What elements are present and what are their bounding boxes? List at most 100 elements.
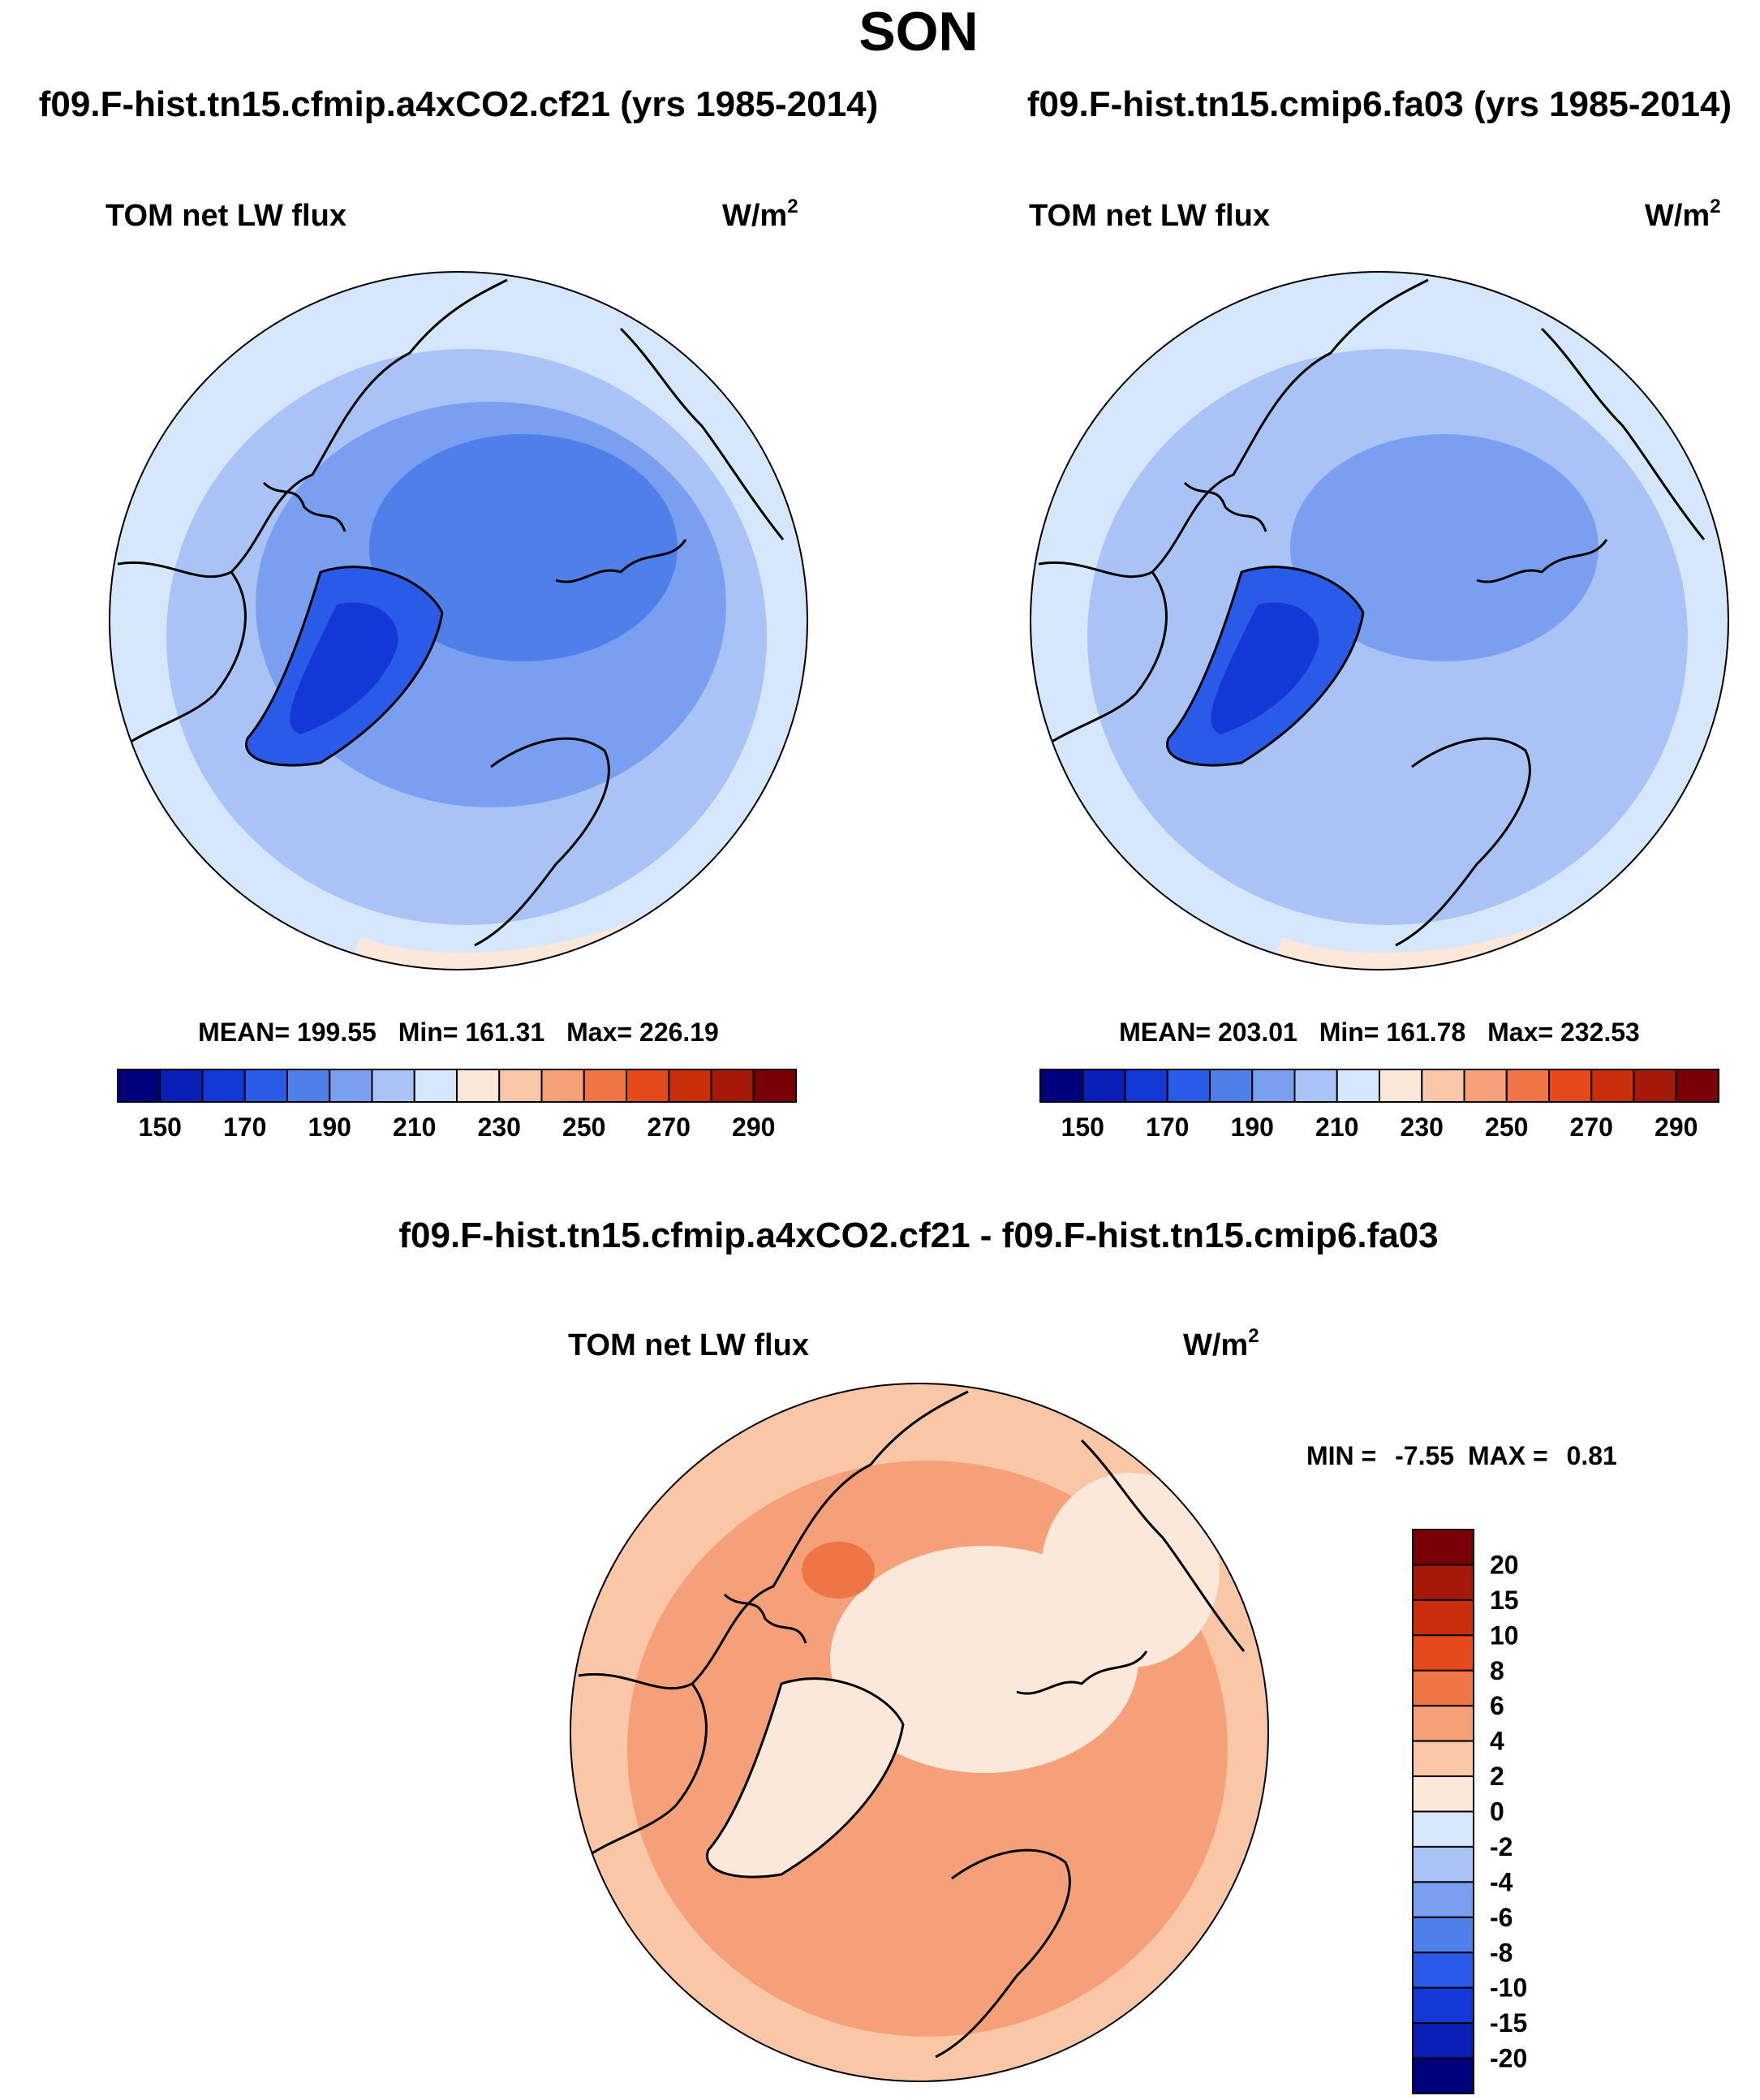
panel-3-colorbar-box <box>1412 2022 1474 2059</box>
panel-3-colorbar-tick-label: -6 <box>1490 1903 1513 1932</box>
panel-3-coastlines <box>578 1390 1246 2059</box>
panel-3-colorbar-tick-label: -20 <box>1490 2044 1527 2073</box>
panel-1-colorbar-box <box>201 1069 246 1103</box>
panel-2-colorbar-tick-label: 170 <box>1146 1112 1189 1142</box>
panel-2-colorbar-box <box>1379 1069 1423 1103</box>
panel-1-coastline-5 <box>619 327 785 540</box>
panel-1-map-border <box>109 271 808 970</box>
panel-2-max-value: 232.53 <box>1560 1018 1640 1047</box>
panel-2-colorbar-box <box>1124 1069 1168 1103</box>
panel-3-colorbar-tick-label: 20 <box>1490 1550 1519 1579</box>
panel-1-colorbar-box <box>243 1069 288 1103</box>
panel-2-max-label: Max= <box>1487 1018 1553 1047</box>
panel-3-colorbar-tick-label: -10 <box>1490 1973 1527 2003</box>
panel-1-colorbar-tick-label: 170 <box>223 1112 266 1142</box>
panel-2: f09.F-hist.tn15.cmip6.fa03 (yrs 1985-201… <box>1027 84 1732 1142</box>
panel-1-coastline-6 <box>262 481 346 532</box>
panel-1-colorbar-box <box>456 1069 501 1103</box>
panel-2-coastline-1 <box>1166 566 1365 767</box>
panel-3-units-base: W/m <box>1183 1328 1248 1362</box>
panel-3-colorbar-tick-label: 4 <box>1490 1727 1504 1756</box>
panel-3-title: f09.F-hist.tn15.cfmip.a4xCO2.cf21 - f09.… <box>398 1216 1438 1255</box>
panel-3-colorbar-box <box>1412 1775 1474 1813</box>
panel-1-coastline-7 <box>555 539 687 583</box>
panel-2-units-exp: 2 <box>1710 196 1720 217</box>
panel-2-min-label: Min= <box>1319 1018 1379 1047</box>
panel-3-min-label: MIN = <box>1306 1441 1376 1470</box>
panel-3-units-exp: 2 <box>1248 1325 1259 1347</box>
panel-3-colorbar-tick-label: 8 <box>1490 1656 1504 1685</box>
panel-2-colorbar-box <box>1463 1069 1508 1103</box>
panel-3-max-label: MAX = <box>1468 1441 1548 1470</box>
panel-1-max-label: Max= <box>566 1018 632 1047</box>
panel-3-colorbar-tick-label: -4 <box>1490 1867 1513 1896</box>
panel-3-colorbar-box <box>1412 1881 1474 1918</box>
panel-3-region-east-pacific <box>1041 1473 1220 1668</box>
panel-3-colorbar-box <box>1412 1564 1474 1601</box>
panel-2-mean-label: MEAN= <box>1119 1018 1211 1047</box>
panel-1-colorbar: 150 170 190 210 230 250 270 290 <box>117 1069 797 1142</box>
panel-2-colorbar-tick-label: 230 <box>1401 1112 1444 1142</box>
panel-2-coastline-7 <box>1476 539 1608 583</box>
panel-2-colorbar-box <box>1336 1069 1380 1103</box>
panel-3-colorbar-box <box>1412 1986 1474 2025</box>
panel-3-colorbar-box <box>1412 1740 1474 1778</box>
panel-2-coastline-6 <box>1183 481 1267 532</box>
panel-2-mean-value: 203.01 <box>1218 1018 1297 1047</box>
panel-3-colorbar-tick-label: -15 <box>1490 2008 1527 2038</box>
panel-2-variable: TOM net LW flux <box>1029 199 1270 233</box>
panel-3-coastline-2 <box>578 1390 969 1690</box>
panel-2-colorbar-box <box>1548 1069 1593 1103</box>
panel-2-colorbar-box <box>1633 1069 1677 1103</box>
panel-2-region-central-arctic <box>1290 434 1599 661</box>
panel-1-coastlines <box>117 278 785 947</box>
panel-3-region-greenland <box>707 1678 903 1878</box>
panel-1-colorbar-box <box>117 1069 161 1103</box>
panel-2-map-border <box>1030 271 1729 970</box>
panel-1-colorbar-tick-label: 270 <box>648 1112 691 1142</box>
panel-3-coastline-4 <box>935 1848 1071 2059</box>
panel-1-variable: TOM net LW flux <box>105 199 346 233</box>
panel-2-colorbar-tick-label: 250 <box>1485 1112 1528 1142</box>
panel-3-max-value: 0.81 <box>1567 1441 1617 1470</box>
panel-2-colorbar-tick-label: 270 <box>1570 1112 1613 1142</box>
panel-3-colorbar-box <box>1412 1705 1474 1742</box>
panel-2-colorbar-box <box>1209 1069 1254 1103</box>
panel-1-region-central-arctic <box>369 434 678 661</box>
panel-3: f09.F-hist.tn15.cfmip.a4xCO2.cf21 - f09.… <box>398 1216 1617 2094</box>
panel-3-stats: MIN = -7.55 MAX = 0.81 <box>1306 1441 1617 1470</box>
panel-2-title: f09.F-hist.tn15.cmip6.fa03 (yrs 1985-201… <box>1027 84 1732 124</box>
panel-1-colorbar-tick-label: 290 <box>732 1112 775 1142</box>
panel-3-coastline-3 <box>578 1683 708 1864</box>
panel-1-units-base: W/m <box>722 199 787 233</box>
panel-1-colorbar-box <box>540 1069 585 1103</box>
panel-3-colorbar-tick-label: -2 <box>1490 1832 1513 1861</box>
panel-3-coastline-1 <box>706 1677 905 1878</box>
panel-3-variable: TOM net LW flux <box>568 1328 809 1362</box>
panel-2-colorbar-box <box>1082 1069 1126 1103</box>
panel-3-min-value: -7.55 <box>1395 1441 1454 1470</box>
panel-3-colorbar-box <box>1412 1845 1474 1883</box>
panel-3-colorbar-box <box>1412 1669 1474 1707</box>
panel-1-coastline-1 <box>245 566 444 767</box>
panel-2-units: W/m2 <box>1645 196 1721 233</box>
panel-1-colorbar-box <box>371 1069 415 1103</box>
panel-2-colorbar-tick-label: 190 <box>1231 1112 1274 1142</box>
panel-3-colorbar-box <box>1412 1529 1474 1566</box>
panel-1-region-greenland-core <box>290 602 398 734</box>
panel-1-colorbar-box <box>329 1069 373 1103</box>
panel-3-colorbar-tick-label: 6 <box>1490 1691 1504 1720</box>
panel-3-colorbar-tick-label: 2 <box>1490 1762 1504 1791</box>
panel-2-coastline-4 <box>1395 737 1531 947</box>
panel-2-region-greenland-core <box>1211 602 1319 734</box>
panel-3-colorbar-box <box>1412 1916 1474 1954</box>
panel-2-colorbar-box <box>1421 1069 1465 1103</box>
panel-2-coastline-3 <box>1038 571 1168 752</box>
panel-1-coastline-4 <box>474 737 610 947</box>
panel-2-coastlines <box>1038 278 1706 947</box>
panel-2-colorbar-box <box>1505 1069 1550 1103</box>
panel-1-colorbar-tick-label: 150 <box>139 1112 182 1142</box>
panel-1-title: f09.F-hist.tn15.cfmip.a4xCO2.cf21 (yrs 1… <box>39 84 878 124</box>
